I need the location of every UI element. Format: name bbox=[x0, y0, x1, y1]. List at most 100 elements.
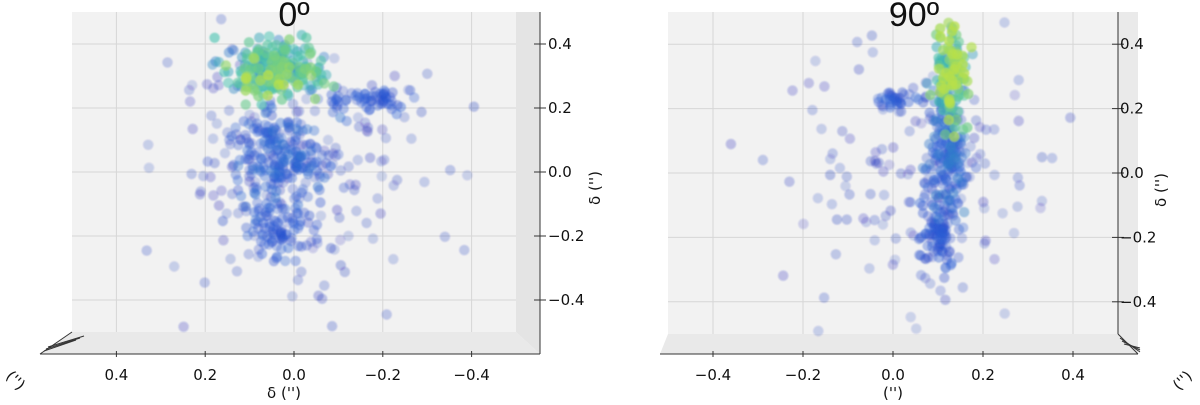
data-point bbox=[256, 99, 267, 110]
data-point bbox=[858, 213, 869, 224]
data-point bbox=[388, 180, 399, 191]
data-point bbox=[372, 193, 383, 204]
x-tick-label: −0.4 bbox=[453, 366, 489, 384]
data-point bbox=[335, 260, 346, 271]
data-point bbox=[409, 92, 420, 103]
data-point bbox=[186, 168, 197, 180]
data-point bbox=[280, 229, 291, 240]
data-point bbox=[841, 214, 852, 225]
data-point bbox=[213, 80, 224, 91]
data-point bbox=[884, 159, 895, 170]
data-point bbox=[169, 261, 180, 272]
data-point bbox=[962, 75, 973, 87]
data-point bbox=[1008, 227, 1020, 239]
data-point bbox=[963, 88, 974, 100]
data-point bbox=[199, 277, 210, 288]
data-point bbox=[419, 176, 430, 188]
data-point bbox=[422, 68, 433, 80]
data-point bbox=[725, 138, 737, 150]
data-point bbox=[305, 70, 317, 81]
data-point bbox=[283, 242, 294, 254]
data-point bbox=[239, 63, 250, 74]
data-point bbox=[1009, 89, 1020, 101]
data-point bbox=[209, 32, 220, 43]
y-tick-label: 0.4 bbox=[548, 35, 572, 53]
data-point bbox=[459, 244, 470, 256]
data-point bbox=[290, 135, 301, 146]
data-point bbox=[233, 139, 244, 151]
data-point bbox=[952, 173, 963, 184]
data-point bbox=[361, 217, 372, 229]
data-point bbox=[353, 121, 365, 132]
data-point bbox=[361, 102, 372, 113]
data-point bbox=[225, 253, 236, 265]
data-point bbox=[915, 270, 927, 281]
scatter-points bbox=[141, 14, 480, 332]
data-point bbox=[287, 98, 299, 110]
data-point bbox=[249, 207, 260, 218]
data-point bbox=[216, 185, 227, 196]
data-point bbox=[959, 207, 970, 218]
data-point bbox=[248, 53, 260, 64]
panel-0-degrees: 0.4 0.2 0.0 −0.2 −0.4 0.4 0.2 0.0 −0.2 −0.4 0º δ… bbox=[2, 0, 604, 402]
data-point bbox=[230, 122, 241, 133]
data-point bbox=[969, 132, 980, 144]
data-point bbox=[940, 129, 951, 140]
data-point bbox=[315, 197, 326, 208]
data-point bbox=[819, 81, 830, 92]
data-point bbox=[947, 203, 958, 214]
data-point bbox=[205, 171, 216, 183]
data-point bbox=[784, 176, 795, 187]
data-point bbox=[943, 114, 954, 126]
data-point bbox=[247, 226, 259, 237]
data-point bbox=[311, 233, 323, 245]
data-point bbox=[311, 219, 323, 230]
plot-pane-side bbox=[516, 12, 540, 354]
data-point bbox=[288, 218, 300, 229]
data-point bbox=[303, 163, 315, 174]
data-point bbox=[260, 107, 271, 119]
data-point bbox=[807, 104, 818, 116]
data-point bbox=[830, 249, 842, 260]
data-point bbox=[263, 70, 274, 81]
data-point bbox=[202, 156, 213, 167]
data-point bbox=[956, 232, 968, 244]
data-point bbox=[379, 154, 390, 165]
data-point bbox=[290, 255, 301, 267]
x-axis-label: ('') bbox=[883, 384, 903, 402]
data-point bbox=[885, 205, 896, 216]
data-point bbox=[939, 272, 950, 283]
data-point bbox=[343, 161, 354, 172]
data-point bbox=[291, 191, 302, 202]
data-point bbox=[818, 292, 830, 303]
data-point bbox=[240, 85, 251, 96]
data-point bbox=[1035, 202, 1046, 214]
data-point bbox=[262, 143, 274, 154]
data-point bbox=[194, 189, 206, 200]
data-point bbox=[904, 126, 915, 137]
data-point bbox=[201, 79, 213, 90]
data-point bbox=[869, 214, 880, 226]
data-point bbox=[162, 57, 173, 68]
data-point bbox=[217, 215, 228, 227]
data-point bbox=[335, 234, 346, 246]
y-tick-label: −0.2 bbox=[548, 227, 584, 245]
data-point bbox=[252, 126, 263, 138]
data-point bbox=[844, 189, 855, 200]
data-point bbox=[254, 32, 265, 43]
grid bbox=[668, 12, 1118, 334]
data-point bbox=[439, 231, 451, 242]
data-point bbox=[945, 141, 956, 152]
data-point bbox=[382, 98, 394, 110]
data-point bbox=[940, 67, 952, 79]
data-point bbox=[898, 89, 910, 100]
data-point bbox=[262, 90, 273, 101]
data-point bbox=[331, 204, 343, 216]
data-point bbox=[959, 68, 970, 79]
data-point bbox=[292, 79, 304, 91]
data-point bbox=[933, 234, 944, 246]
data-point bbox=[350, 90, 361, 101]
data-point bbox=[919, 178, 930, 189]
data-point bbox=[1036, 152, 1048, 163]
